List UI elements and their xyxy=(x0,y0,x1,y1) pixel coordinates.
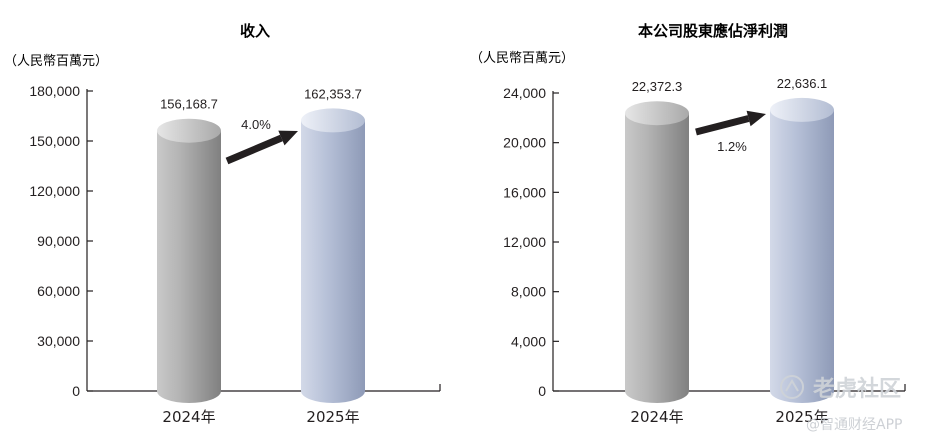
bar-top-0 xyxy=(157,118,221,143)
axes: 0 4,000 8,000 12,000 16,000 20,000 24,000 xyxy=(503,85,906,399)
x-tick-label: 2024年 xyxy=(162,408,215,426)
y-tick-label: 90,000 xyxy=(37,233,80,249)
bar-0 xyxy=(157,130,221,404)
x-tick-label: 2024年 xyxy=(630,408,683,426)
bar-top-1 xyxy=(770,97,834,122)
watermark-source: @智通财经APP xyxy=(806,417,902,433)
bar-top-1 xyxy=(301,108,365,133)
bar-0 xyxy=(625,113,689,404)
unit-label: （人民幣百萬元） xyxy=(4,54,108,69)
y-tick-label: 60,000 xyxy=(37,283,80,299)
watermark: 老虎社区 @智通财经APP xyxy=(780,375,902,433)
growth-label: 4.0% xyxy=(241,117,271,132)
y-tick-label: 16,000 xyxy=(503,184,546,200)
axes: 0 30,000 60,000 90,000 120,000 150,000 180,000 xyxy=(29,83,441,399)
bar-group xyxy=(157,108,365,404)
growth-arrow-shaft xyxy=(225,134,283,165)
y-tick-label: 150,000 xyxy=(29,133,80,149)
label-group: 22,372.3 2024年 22,636.1 2025年 1.2% xyxy=(630,76,828,426)
bar-group xyxy=(625,97,834,404)
watermark-brand: 老虎社区 xyxy=(812,376,901,402)
x-tick-label: 2025年 xyxy=(775,408,828,426)
y-tick-label: 12,000 xyxy=(503,234,546,250)
y-tick-label: 24,000 xyxy=(503,85,546,101)
data-label: 156,168.7 xyxy=(160,97,218,112)
data-label: 22,636.1 xyxy=(777,76,828,91)
x-tick-label: 2025年 xyxy=(306,408,359,426)
growth-arrow-icon xyxy=(278,130,298,146)
unit-label: （人民幣百萬元） xyxy=(470,51,574,66)
growth-arrow-shaft xyxy=(695,115,750,136)
growth-arrow-icon xyxy=(746,110,766,127)
bar-1 xyxy=(770,109,834,403)
y-tick-label: 20,000 xyxy=(503,135,546,151)
watermark-logo-icon xyxy=(780,375,804,399)
net-profit-chart-panel: 本公司股東應佔淨利潤 （人民幣百萬元） 0 4,000 8,000 12,000 16,… xyxy=(470,22,906,426)
y-tick-label: 0 xyxy=(72,383,80,399)
chart-title: 收入 xyxy=(240,22,270,40)
bar-top-0 xyxy=(625,101,689,126)
y-tick-label: 8,000 xyxy=(511,284,546,300)
y-tick-label: 180,000 xyxy=(29,83,80,99)
data-label: 162,353.7 xyxy=(304,86,362,101)
label-group: 156,168.7 2024年 162,353.7 2025年 4.0% xyxy=(160,86,362,426)
y-tick-label: 0 xyxy=(538,383,546,399)
y-tick-label: 120,000 xyxy=(29,183,80,199)
bar-1 xyxy=(301,120,365,404)
growth-label: 1.2% xyxy=(717,139,747,154)
watermark-logo-mark xyxy=(785,379,799,392)
y-tick-label: 30,000 xyxy=(37,333,80,349)
data-label: 22,372.3 xyxy=(632,79,683,94)
chart-title: 本公司股東應佔淨利潤 xyxy=(638,22,788,40)
revenue-chart-panel: 收入 （人民幣百萬元） 0 30,000 60,000 90,000 120,000 15… xyxy=(4,22,441,426)
y-tick-label: 4,000 xyxy=(511,333,546,349)
